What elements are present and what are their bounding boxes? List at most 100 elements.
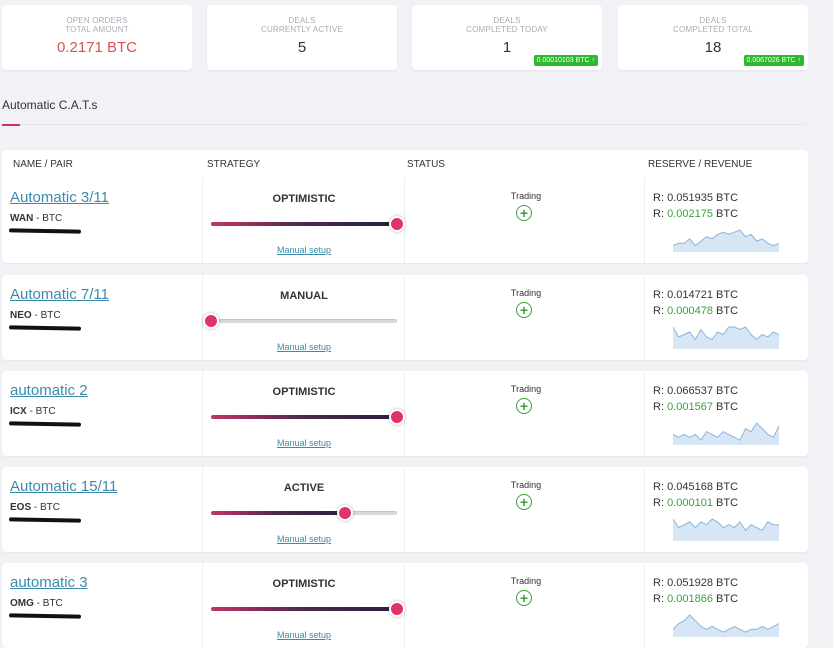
cat-name-link[interactable]: automatic 3 — [10, 574, 88, 591]
strategy-label: OPTIMISTIC — [272, 386, 336, 398]
revenue-sparkline — [673, 229, 779, 252]
strategy-slider[interactable] — [211, 216, 405, 232]
pair-base: OMG — [10, 598, 34, 609]
strategy-slider-fill — [211, 607, 397, 611]
sparkline-area — [673, 615, 779, 637]
manual-setup-link[interactable]: Manual setup — [276, 342, 332, 352]
strategy-slider-handle[interactable] — [389, 216, 405, 232]
header-status: STATUS — [407, 159, 445, 170]
table-row: automatic 3 OMG - BTC OPTIMISTIC Manual set… — [2, 563, 808, 648]
sparkline-area — [673, 230, 779, 252]
reserve-value: R: 0.066537 BTC — [653, 385, 739, 397]
profit-badge: 0.0067026 BTC ↑ — [743, 55, 804, 66]
stat-label: DEALS COMPLETED TOTAL — [618, 5, 808, 34]
column-separator — [644, 275, 645, 360]
section-title: Automatic C.A.T.s — [2, 98, 98, 112]
manual-setup-link[interactable]: Manual setup — [276, 534, 332, 544]
revenue-sparkline — [673, 518, 779, 541]
status-text: Trading — [510, 384, 542, 394]
trading-pair: EOS - BTC — [10, 502, 61, 513]
strategy-slider-handle[interactable] — [203, 313, 219, 329]
sparkline-line — [673, 614, 779, 633]
stat-label-line2: CURRENTLY ACTIVE — [260, 25, 344, 34]
reserve-value: R: 0.014721 BTC — [653, 289, 739, 301]
sparkline-line — [673, 326, 779, 341]
stat-value: 0.2171 BTC — [56, 39, 138, 56]
cat-name-link[interactable]: Automatic 15/11 — [10, 478, 118, 495]
strategy-slider-fill — [211, 511, 345, 515]
reserve-value: R: 0.051935 BTC — [653, 192, 739, 204]
column-separator — [202, 467, 203, 552]
trading-pair: WAN - BTC — [10, 213, 63, 224]
column-separator — [202, 178, 203, 263]
column-separator — [404, 467, 405, 552]
trading-pair: NEO - BTC — [10, 310, 61, 321]
strategy-label: OPTIMISTIC — [272, 578, 336, 590]
revenue-sparkline — [673, 326, 779, 349]
sparkline-line — [673, 518, 779, 532]
table-row: automatic 2 ICX - BTC OPTIMISTIC Manual set… — [2, 371, 808, 456]
strategy-slider-fill — [211, 222, 397, 226]
plus-circle-icon[interactable]: + — [516, 205, 532, 221]
trading-pair: OMG - BTC — [10, 598, 63, 609]
stat-value: 18 — [704, 39, 722, 56]
section-title-underline — [2, 124, 20, 126]
strategy-slider[interactable] — [211, 601, 405, 617]
stat-label-line1: DEALS — [699, 16, 727, 25]
column-separator — [202, 275, 203, 360]
pair-quote: BTC — [35, 406, 56, 417]
strategy-slider-handle[interactable] — [336, 505, 353, 521]
stat-card-deals-total: DEALS COMPLETED TOTAL 18 0.0067026 BTC ↑ — [618, 5, 808, 70]
strategy-label: OPTIMISTIC — [272, 193, 336, 205]
strategy-slider-handle[interactable] — [389, 409, 405, 425]
stat-label-line2: COMPLETED TODAY — [466, 25, 548, 34]
strategy-slider-fill — [211, 415, 397, 419]
status-text: Trading — [510, 191, 542, 201]
plus-circle-icon[interactable]: + — [516, 398, 532, 414]
revenue-value: R: 0.000478 BTC — [653, 305, 739, 317]
redacted-text — [8, 228, 82, 234]
manual-setup-link[interactable]: Manual setup — [276, 630, 332, 640]
sparkline-line — [673, 422, 779, 441]
strategy-slider-handle[interactable] — [389, 601, 405, 617]
stat-card-deals-today: DEALS COMPLETED TODAY 1 0.00010103 BTC ↑ — [412, 5, 602, 70]
status-text: Trading — [510, 480, 542, 490]
plus-circle-icon[interactable]: + — [516, 302, 532, 318]
pair-base: NEO — [10, 310, 32, 321]
header-name-pair: NAME / PAIR — [13, 159, 73, 170]
table-row: Automatic 3/11 WAN - BTC OPTIMISTIC Manual … — [2, 178, 808, 263]
status-text: Trading — [510, 288, 542, 298]
pair-quote: BTC — [40, 502, 61, 513]
stat-card-active-deals: DEALS CURRENTLY ACTIVE 5 — [207, 5, 397, 70]
plus-circle-icon[interactable]: + — [516, 494, 532, 510]
manual-setup-link[interactable]: Manual setup — [276, 438, 332, 448]
reserve-value: R: 0.045168 BTC — [653, 481, 739, 493]
revenue-value: R: 0.001866 BTC — [653, 593, 739, 605]
manual-setup-link[interactable]: Manual setup — [276, 245, 332, 255]
column-separator — [644, 467, 645, 552]
table-header: NAME / PAIR STRATEGY STATUS RESERVE / RE… — [2, 150, 808, 178]
sparkline-area — [673, 519, 779, 541]
redacted-text — [8, 517, 82, 523]
cat-name-link[interactable]: automatic 2 — [10, 382, 88, 399]
cat-name-link[interactable]: Automatic 3/11 — [10, 189, 109, 206]
stat-label-line2: TOTAL AMOUNT — [65, 25, 129, 34]
pair-quote: BTC — [40, 310, 61, 321]
header-strategy: STRATEGY — [207, 159, 261, 170]
cat-name-link[interactable]: Automatic 7/11 — [10, 286, 109, 303]
column-separator — [202, 563, 203, 648]
status-text: Trading — [510, 576, 542, 586]
strategy-slider[interactable] — [211, 505, 397, 521]
stat-value: 1 — [502, 39, 512, 56]
redacted-text — [8, 325, 82, 331]
strategy-label: ACTIVE — [283, 482, 325, 494]
pair-base: WAN — [10, 213, 34, 224]
pair-base: EOS — [10, 502, 32, 513]
profit-badge: 0.00010103 BTC ↑ — [533, 55, 598, 66]
plus-circle-icon[interactable]: + — [516, 590, 532, 606]
strategy-slider[interactable] — [203, 313, 397, 329]
strategy-slider[interactable] — [211, 409, 405, 425]
column-separator — [404, 275, 405, 360]
redacted-text — [8, 613, 82, 619]
trading-pair: ICX - BTC — [10, 406, 56, 417]
